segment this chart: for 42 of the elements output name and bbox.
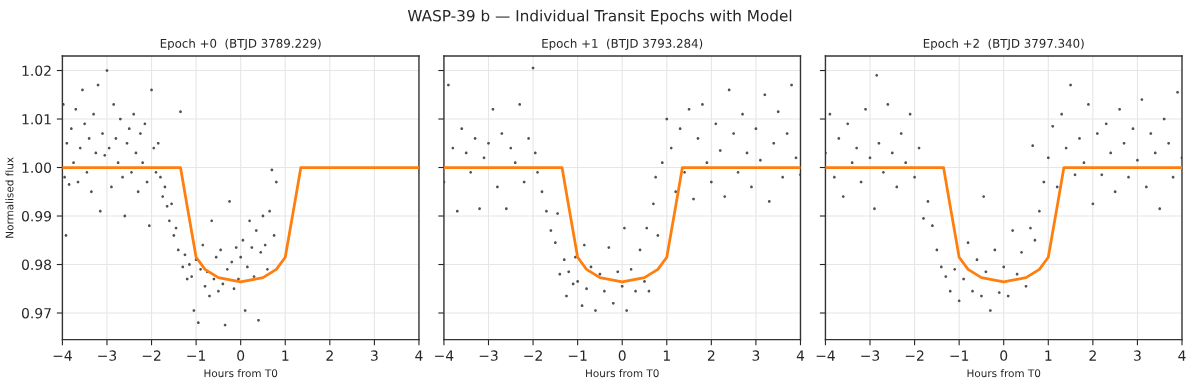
x-tick-label: −2	[142, 350, 161, 361]
x-tick-label: 1	[1045, 350, 1052, 361]
x-tick-label: −4	[816, 350, 835, 361]
x-tick-label: −2	[905, 350, 924, 361]
x-tick-label: −1	[568, 350, 587, 361]
x-tick-label: 0	[618, 350, 626, 361]
x-tick-label: 2	[326, 350, 333, 361]
y-tick-label: 0.98	[21, 259, 52, 270]
y-tick-label: 1.02	[22, 65, 51, 76]
x-tick-label: 1	[663, 350, 670, 361]
x-tick-label: −4	[435, 350, 454, 361]
x-tick-label: 0	[237, 350, 245, 361]
x-tick-label: 3	[752, 350, 760, 361]
chart-title: Epoch +2 (BTJD 3797.340)	[923, 38, 1084, 51]
line-series	[62, 166, 419, 284]
x-tick-label: −1	[950, 350, 969, 361]
chart-title: Epoch +0 (BTJD 3789.229)	[160, 38, 321, 51]
x-tick-label: 4	[796, 350, 805, 361]
x-tick-label: 3	[1134, 350, 1141, 361]
y-tick-label: 1.00	[22, 162, 52, 173]
x-axis-title: Hours from T0	[967, 369, 1041, 378]
chart-title: Epoch +1 (BTJD 3793.284)	[542, 38, 703, 51]
x-tick-label: −3	[479, 350, 498, 361]
text: WASP-39 b — Individual Transit Epochs with Model	[407, 9, 792, 25]
x-tick-label: −4	[53, 350, 72, 361]
x-tick-label: −2	[524, 350, 542, 361]
y-axis-title: Normalised flux	[5, 157, 14, 238]
y-tick-label: 0.99	[21, 210, 52, 222]
x-tick-label: 4	[1178, 350, 1186, 361]
x-tick-label: 1	[282, 350, 289, 361]
x-tick-label: −3	[861, 350, 880, 361]
x-tick-label: 3	[371, 350, 378, 361]
x-tick-label: 0	[1000, 350, 1008, 361]
x-tick-label: 2	[1089, 350, 1096, 361]
x-tick-label: 2	[707, 350, 715, 361]
y-tick-label: 1.01	[22, 113, 51, 125]
x-tick-label: −1	[187, 350, 206, 361]
x-axis-title: Hours from T0	[586, 369, 659, 378]
x-tick-label: 4	[415, 350, 423, 361]
y-tick-label: 0.97	[21, 307, 51, 319]
x-tick-label: −3	[98, 350, 117, 361]
x-axis-title: Hours from T0	[204, 369, 278, 378]
